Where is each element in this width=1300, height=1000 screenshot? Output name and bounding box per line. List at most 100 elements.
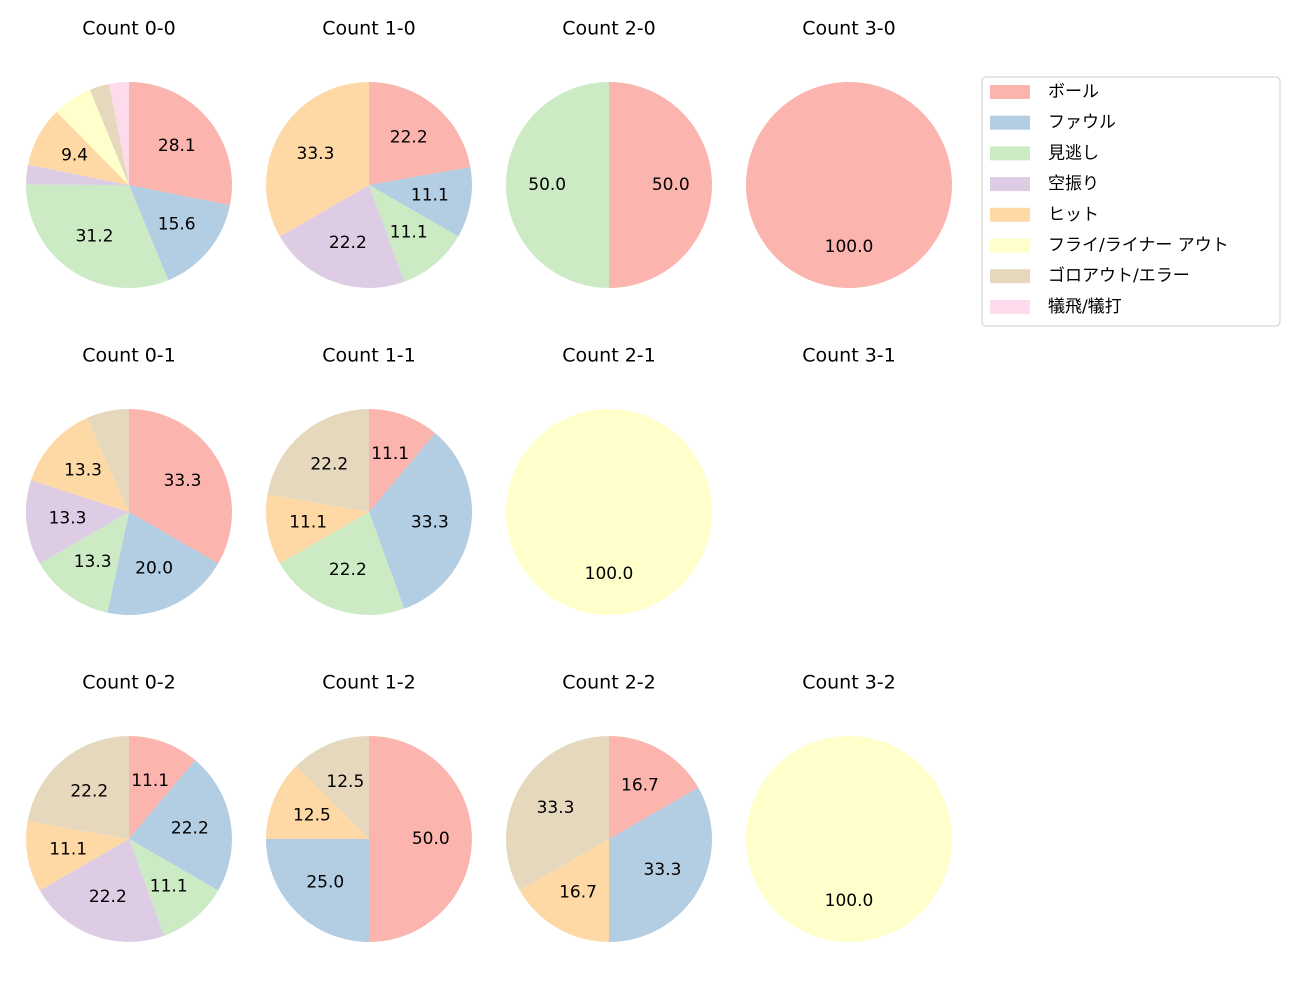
slice-label: 100.0 <box>825 237 874 257</box>
pie-slice <box>506 736 609 891</box>
slice-label: 25.0 <box>306 873 344 893</box>
pie-slice <box>609 736 699 839</box>
pie-slice <box>56 89 130 185</box>
slice-label: 100.0 <box>585 564 634 584</box>
slice-label: 15.6 <box>158 214 196 234</box>
pie-slice <box>129 82 232 206</box>
legend-swatch <box>990 115 1030 130</box>
slice-label: 11.1 <box>289 513 327 533</box>
legend-label: ゴロアウト/エラー <box>1048 265 1190 286</box>
slice-label: 22.2 <box>310 455 348 475</box>
legend-swatch <box>990 299 1030 314</box>
pie-slice <box>129 185 230 281</box>
pie-slice <box>31 418 129 512</box>
legend-label: 空振り <box>1048 174 1099 194</box>
slice-label: 11.1 <box>411 186 449 206</box>
legend-box <box>981 76 1281 327</box>
pie-title: Count 2-1 <box>562 345 656 367</box>
pie-slice <box>296 736 369 839</box>
pie-title: Count 1-0 <box>322 18 416 40</box>
legend-label: ヒット <box>1048 205 1099 225</box>
pie-slice <box>39 839 165 942</box>
slice-label: 13.3 <box>49 508 87 528</box>
legend-swatch <box>990 85 1030 99</box>
pie-slice <box>267 409 369 512</box>
pie-title: Count 0-1 <box>82 345 176 367</box>
legend-swatch <box>990 177 1030 192</box>
slice-label: 22.2 <box>329 233 367 253</box>
legend-swatch <box>990 238 1030 253</box>
pie-slice <box>39 512 129 613</box>
pie-slice <box>279 512 405 615</box>
pie-slice <box>26 480 129 564</box>
pie-title: Count 1-2 <box>322 672 416 694</box>
legend-label: 犠飛/犠打 <box>1048 297 1122 317</box>
slice-label: 33.3 <box>644 860 682 880</box>
slice-label: 13.3 <box>64 461 102 481</box>
pie-slice <box>129 760 232 891</box>
slice-label: 16.7 <box>559 882 597 902</box>
slice-label: 22.2 <box>390 128 428 148</box>
pie-slice <box>25 821 129 891</box>
pie-title: Count 2-0 <box>562 18 656 40</box>
pie-slice <box>26 164 129 185</box>
slice-label: 33.3 <box>297 144 335 164</box>
pie-slice <box>26 184 169 288</box>
slice-label: 16.7 <box>621 776 659 796</box>
pie-slice <box>519 839 609 943</box>
legend-label: 見逃し <box>1048 143 1099 163</box>
slice-label: 11.1 <box>150 876 188 896</box>
slice-label: 22.2 <box>171 818 209 838</box>
legend-label: ボール <box>1048 82 1099 102</box>
slice-label: 22.2 <box>329 560 367 580</box>
pie-slice <box>369 185 459 282</box>
pie-slice <box>109 82 129 185</box>
pie-slice <box>266 839 369 942</box>
pie-slice <box>369 433 472 609</box>
slice-label: 50.0 <box>528 175 566 195</box>
pie-slice <box>266 82 369 237</box>
slice-label: 33.3 <box>537 798 575 818</box>
legend-swatch <box>990 146 1030 161</box>
slice-label: 50.0 <box>412 829 450 849</box>
pie-title: Count 1-1 <box>322 345 416 367</box>
pie-slice <box>746 82 952 288</box>
pie-slice <box>746 736 952 942</box>
slice-label: 13.3 <box>74 552 112 572</box>
pie-slice <box>265 494 369 564</box>
pie-title: Count 3-2 <box>802 672 896 694</box>
pie-slice <box>609 787 713 942</box>
pie-slice <box>89 83 129 185</box>
pie-slice <box>609 82 712 288</box>
pie-slice <box>266 766 369 839</box>
pie-slice <box>279 185 405 289</box>
legend-swatch <box>990 269 1030 284</box>
slice-label: 22.2 <box>70 782 108 802</box>
legend-label: フライ/ライナー アウト <box>1048 236 1229 256</box>
pie-slice <box>369 736 472 942</box>
pie-title: Count 3-1 <box>802 345 896 367</box>
pie-title: Count 0-2 <box>82 672 176 694</box>
slice-label: 11.1 <box>390 222 428 242</box>
pie-title: Count 2-2 <box>562 672 656 694</box>
slice-label: 100.0 <box>825 891 874 911</box>
pie-slice <box>369 409 436 512</box>
pie-title: Count 0-0 <box>82 18 176 40</box>
pie-slice <box>28 111 130 185</box>
slice-label: 12.5 <box>326 772 364 792</box>
slice-label: 11.1 <box>131 771 169 791</box>
pie-title: Count 3-0 <box>802 18 896 40</box>
slice-label: 9.4 <box>61 146 88 166</box>
pie-slice <box>506 82 609 288</box>
pie-slice <box>27 736 129 839</box>
legend-swatch <box>990 207 1030 222</box>
slice-label: 33.3 <box>164 471 202 491</box>
slice-label: 12.5 <box>293 805 331 825</box>
pie-slice <box>369 82 471 185</box>
pie-slice <box>86 409 129 512</box>
slice-label: 50.0 <box>652 175 690 195</box>
pie-slice <box>369 167 473 237</box>
slice-label: 20.0 <box>135 558 173 578</box>
